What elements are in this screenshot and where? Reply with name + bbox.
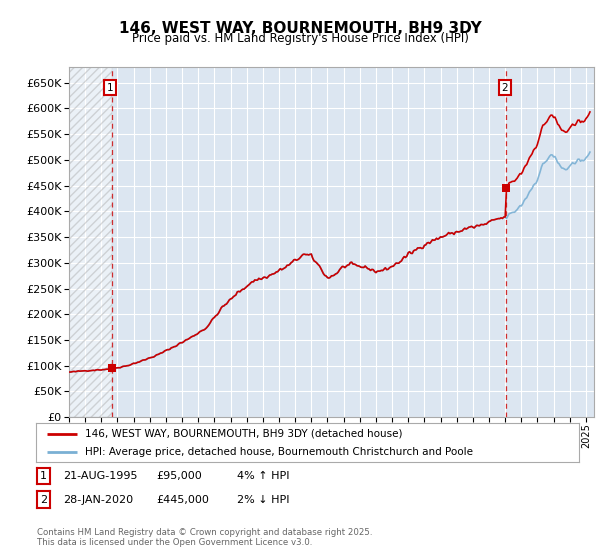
- Text: 2% ↓ HPI: 2% ↓ HPI: [237, 494, 290, 505]
- Text: £95,000: £95,000: [156, 471, 202, 481]
- Text: 2: 2: [40, 494, 47, 505]
- Text: 146, WEST WAY, BOURNEMOUTH, BH9 3DY (detached house): 146, WEST WAY, BOURNEMOUTH, BH9 3DY (det…: [85, 429, 403, 439]
- Bar: [69, 67, 112, 417]
- Text: 1: 1: [40, 471, 47, 481]
- Text: 28-JAN-2020: 28-JAN-2020: [63, 494, 133, 505]
- Text: 1: 1: [107, 83, 113, 93]
- Text: 4% ↑ HPI: 4% ↑ HPI: [237, 471, 290, 481]
- Text: Price paid vs. HM Land Registry's House Price Index (HPI): Price paid vs. HM Land Registry's House …: [131, 32, 469, 45]
- Text: 21-AUG-1995: 21-AUG-1995: [63, 471, 137, 481]
- Text: 2: 2: [502, 83, 508, 93]
- Text: 146, WEST WAY, BOURNEMOUTH, BH9 3DY: 146, WEST WAY, BOURNEMOUTH, BH9 3DY: [119, 21, 481, 36]
- Text: HPI: Average price, detached house, Bournemouth Christchurch and Poole: HPI: Average price, detached house, Bour…: [85, 447, 473, 457]
- Text: Contains HM Land Registry data © Crown copyright and database right 2025.
This d: Contains HM Land Registry data © Crown c…: [37, 528, 373, 547]
- Text: £445,000: £445,000: [156, 494, 209, 505]
